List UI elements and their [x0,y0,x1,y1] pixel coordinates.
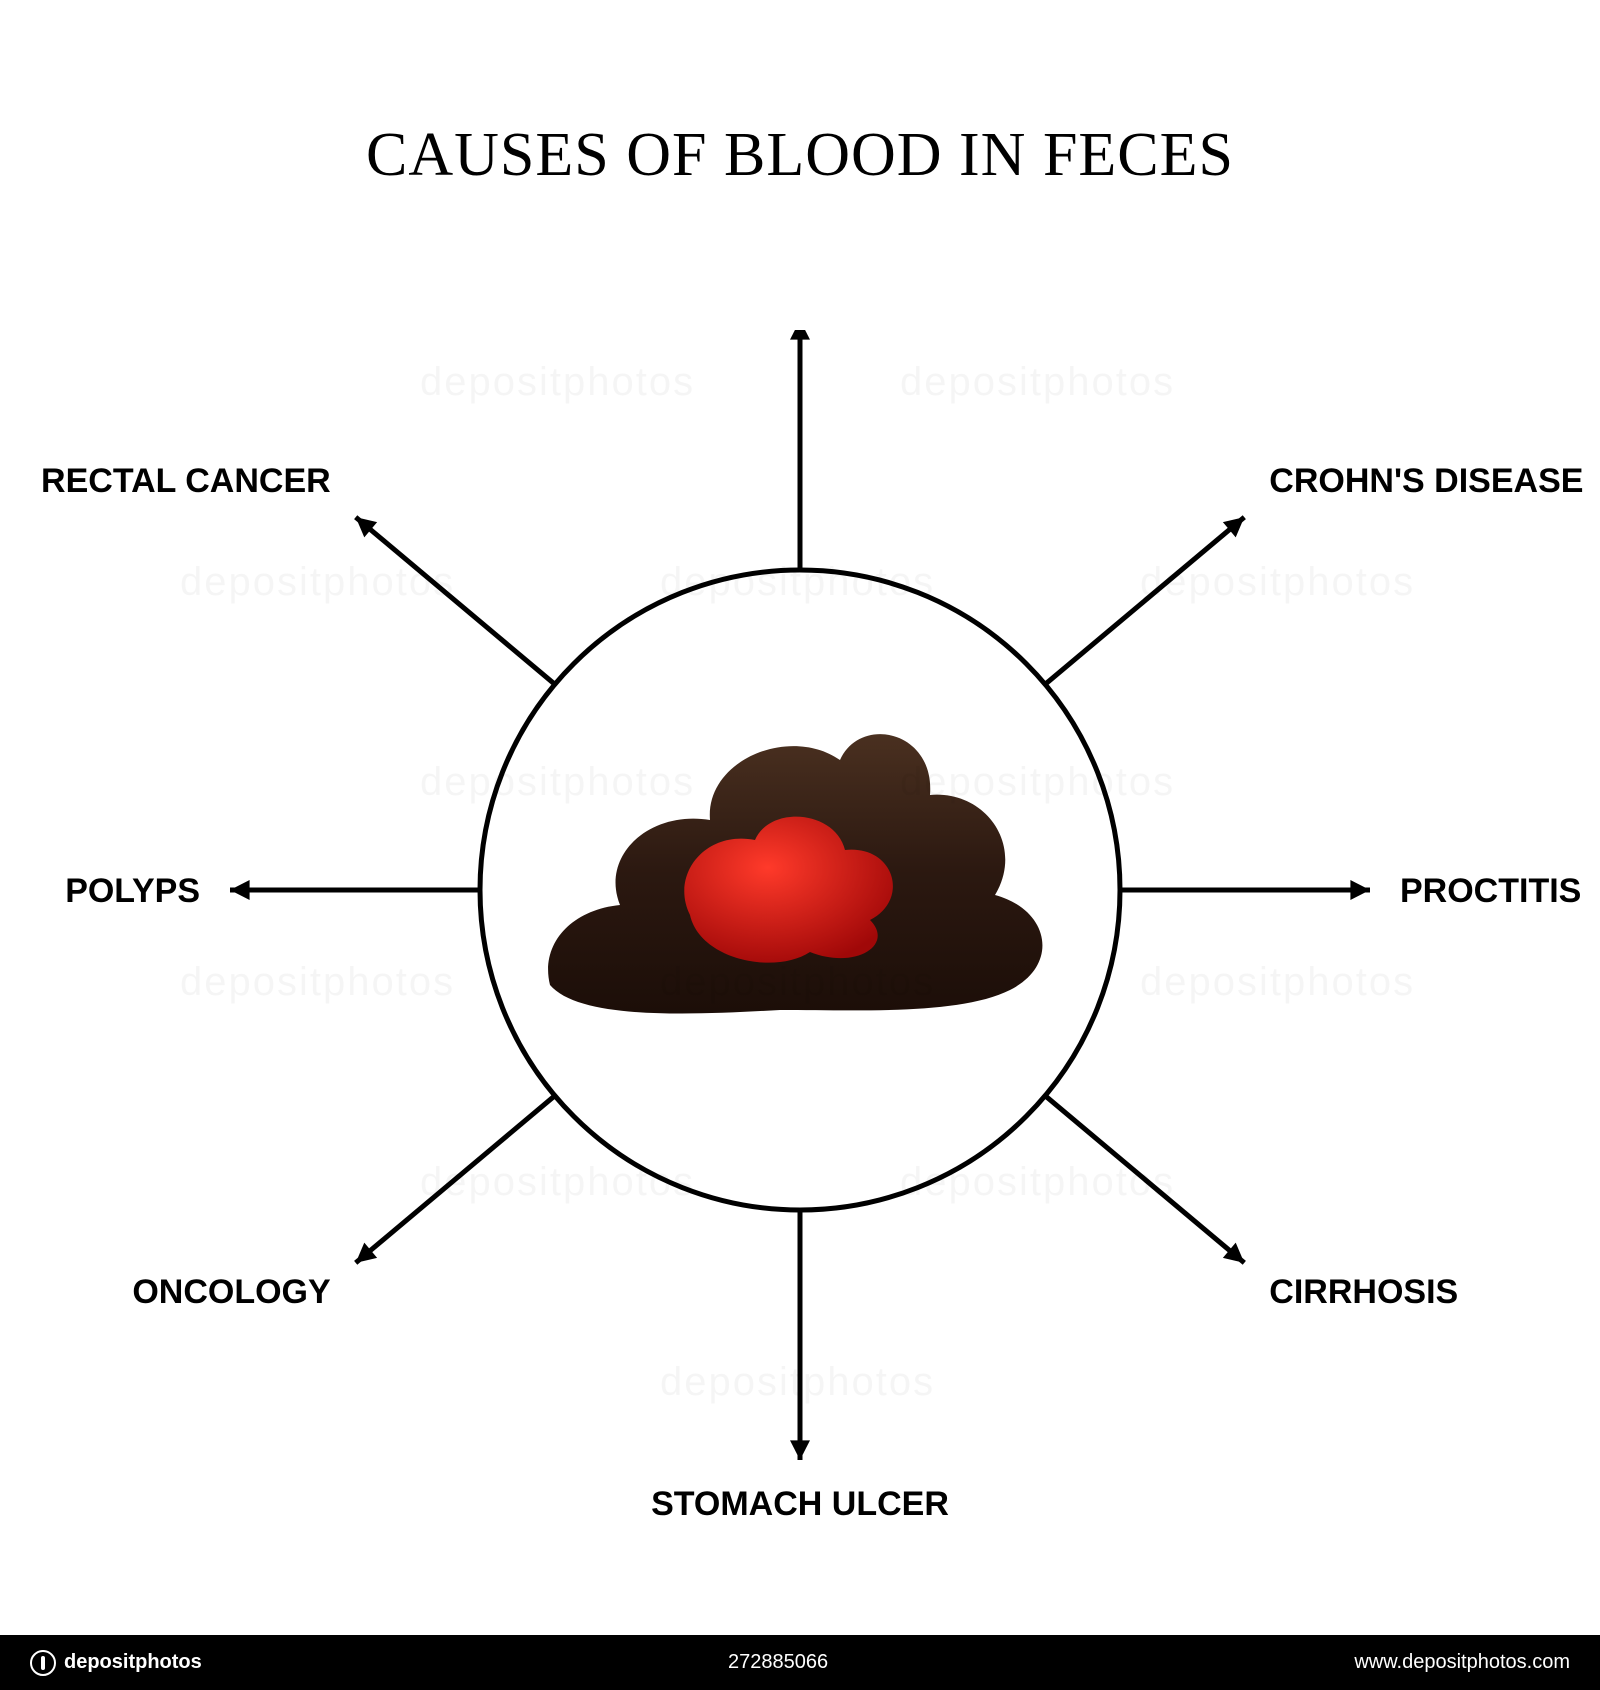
spoke-arrowhead [790,330,810,340]
spoke-arrowhead [790,1440,810,1460]
spoke-arrow [356,1096,555,1263]
footer-logo: depositphotos [30,1650,202,1676]
depositphotos-icon [30,1650,56,1676]
footer-url: www.depositphotos.com [1354,1651,1570,1674]
radial-diagram: HEMORRHOIDSCROHN'S DISEASEPROCTITISCIRRH… [0,330,1600,1530]
spoke-label: POLYPS [65,872,200,910]
footer-logo-text: depositphotos [64,1651,202,1674]
diagram-svg: HEMORRHOIDSCROHN'S DISEASEPROCTITISCIRRH… [0,330,1600,1530]
spoke-label: ONCOLOGY [132,1273,331,1311]
spoke-arrow [1045,517,1244,684]
spoke-label: RECTAL CANCER [41,462,331,500]
spoke-label: STOMACH ULCER [651,1485,949,1523]
spoke-arrow [1045,1096,1244,1263]
spoke-arrow [356,517,555,684]
spoke-arrowhead [1350,880,1370,900]
spoke-label: CROHN'S DISEASE [1269,462,1583,500]
spoke-label: PROCTITIS [1400,872,1581,910]
spoke-label: CIRRHOSIS [1269,1273,1458,1311]
footer-bar: depositphotos 272885066 www.depositphoto… [0,1635,1600,1690]
spoke-arrowhead [230,880,250,900]
page-title: CAUSES OF BLOOD IN FECES [0,120,1600,191]
footer-image-id: 272885066 [728,1651,828,1674]
